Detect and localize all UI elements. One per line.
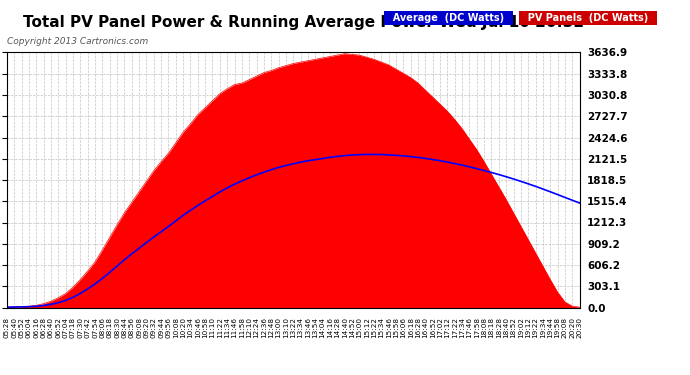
Text: PV Panels  (DC Watts): PV Panels (DC Watts) [521,13,655,23]
Text: Average  (DC Watts): Average (DC Watts) [386,13,511,23]
Text: Total PV Panel Power & Running Average Power Wed Jul 10 20:32: Total PV Panel Power & Running Average P… [23,15,584,30]
Text: Copyright 2013 Cartronics.com: Copyright 2013 Cartronics.com [7,38,148,46]
